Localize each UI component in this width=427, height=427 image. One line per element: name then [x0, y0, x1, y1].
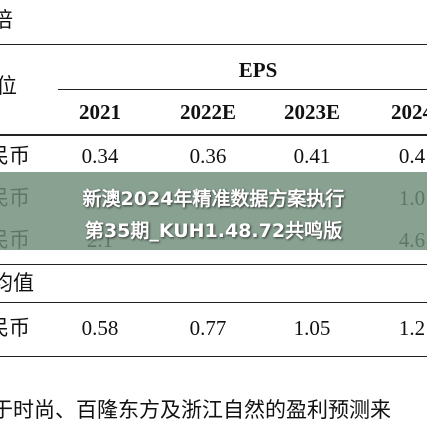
group-label: EPS: [238, 58, 278, 82]
footer-text: 于时尚、百隆东方及浙江自然的盈利预测来: [0, 398, 391, 422]
unit-label: 位: [0, 74, 17, 98]
cell: 0.41: [293, 144, 331, 168]
banner: 新澳2024年精准数据方案执行 第35期_KUH1.48.72共鸣版: [0, 172, 427, 250]
column-header: 2023E: [283, 100, 341, 124]
cell: 0.34: [81, 144, 119, 168]
cell: 1.2: [398, 316, 426, 340]
top-label: 倍: [0, 8, 13, 32]
cell: 0.77: [189, 316, 227, 340]
banner-line: 第35期_KUH1.48.72共鸣版: [84, 220, 343, 242]
cell: 0.58: [81, 316, 119, 340]
cell: 0.36: [189, 144, 227, 168]
section-label: 均值: [0, 271, 34, 295]
rule: [0, 356, 427, 357]
rule: [0, 44, 427, 45]
cell: 0.4: [398, 144, 426, 168]
column-header: 2024: [391, 100, 427, 124]
banner-line: 新澳2024年精准数据方案执行: [82, 188, 345, 210]
cell: 1.05: [293, 316, 331, 340]
row-label: 民币: [0, 144, 30, 168]
rule: [0, 134, 427, 136]
column-header: 2022E: [179, 100, 237, 124]
rule: [58, 89, 427, 90]
column-header: 2021: [79, 100, 121, 124]
rule: [0, 302, 427, 303]
rule: [0, 264, 427, 265]
row-label: 民币: [0, 316, 30, 340]
